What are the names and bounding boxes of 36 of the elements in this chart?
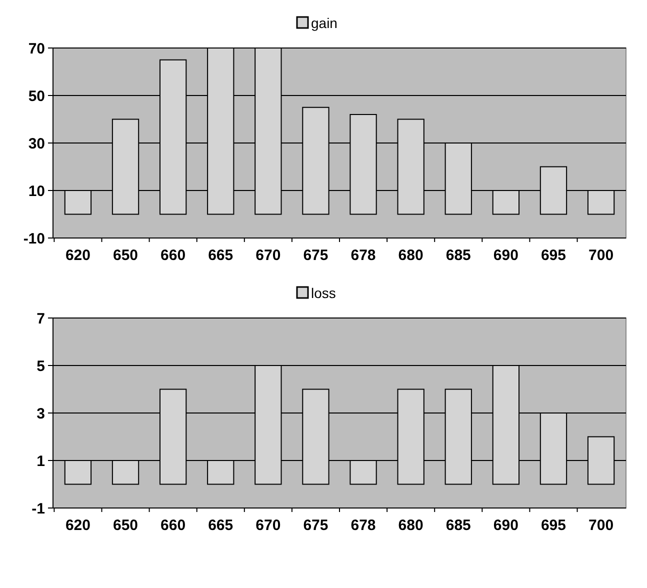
x-tick-label: 675 bbox=[303, 517, 328, 534]
y-tick-label: 7 bbox=[36, 310, 45, 328]
x-tick-label: 680 bbox=[398, 517, 424, 534]
x-tick-label: 700 bbox=[588, 247, 614, 264]
x-tick-label: 690 bbox=[493, 247, 518, 264]
legend-label: loss bbox=[311, 285, 336, 301]
x-tick-label: 700 bbox=[588, 517, 614, 534]
x-tick-label: 665 bbox=[208, 517, 234, 534]
x-tick-label: 675 bbox=[303, 247, 328, 264]
x-tick-label: 695 bbox=[540, 247, 566, 264]
x-tick-label: 650 bbox=[113, 517, 138, 534]
x-tick-label: 678 bbox=[350, 517, 376, 534]
x-tick-label: 670 bbox=[256, 517, 281, 534]
x-tick-label: 678 bbox=[350, 247, 376, 264]
x-tick-label: 695 bbox=[540, 517, 566, 534]
x-tick-label: 665 bbox=[208, 247, 234, 264]
x-tick-label: 650 bbox=[113, 247, 138, 264]
y-tick-label: 70 bbox=[28, 40, 45, 58]
x-tick-label: 685 bbox=[446, 517, 471, 534]
x-tick-label: 680 bbox=[398, 247, 424, 264]
y-tick-label: 30 bbox=[28, 135, 45, 152]
y-tick-label: -1 bbox=[32, 500, 45, 518]
y-tick-label: -10 bbox=[23, 230, 45, 248]
x-tick-label: 660 bbox=[160, 247, 186, 264]
x-tick-label: 620 bbox=[65, 517, 90, 534]
y-tick-label: 10 bbox=[28, 182, 45, 200]
x-tick-label: 685 bbox=[446, 247, 471, 264]
y-tick-label: 1 bbox=[36, 452, 45, 470]
x-tick-label: 660 bbox=[160, 517, 186, 534]
y-tick-label: 5 bbox=[36, 358, 45, 375]
y-tick-label: 50 bbox=[28, 88, 45, 105]
legend-label: gain bbox=[311, 15, 338, 31]
y-tick-label: 3 bbox=[36, 405, 45, 422]
x-tick-label: 690 bbox=[493, 517, 518, 534]
x-tick-label: 620 bbox=[65, 247, 90, 264]
x-tick-label: 670 bbox=[256, 247, 281, 264]
